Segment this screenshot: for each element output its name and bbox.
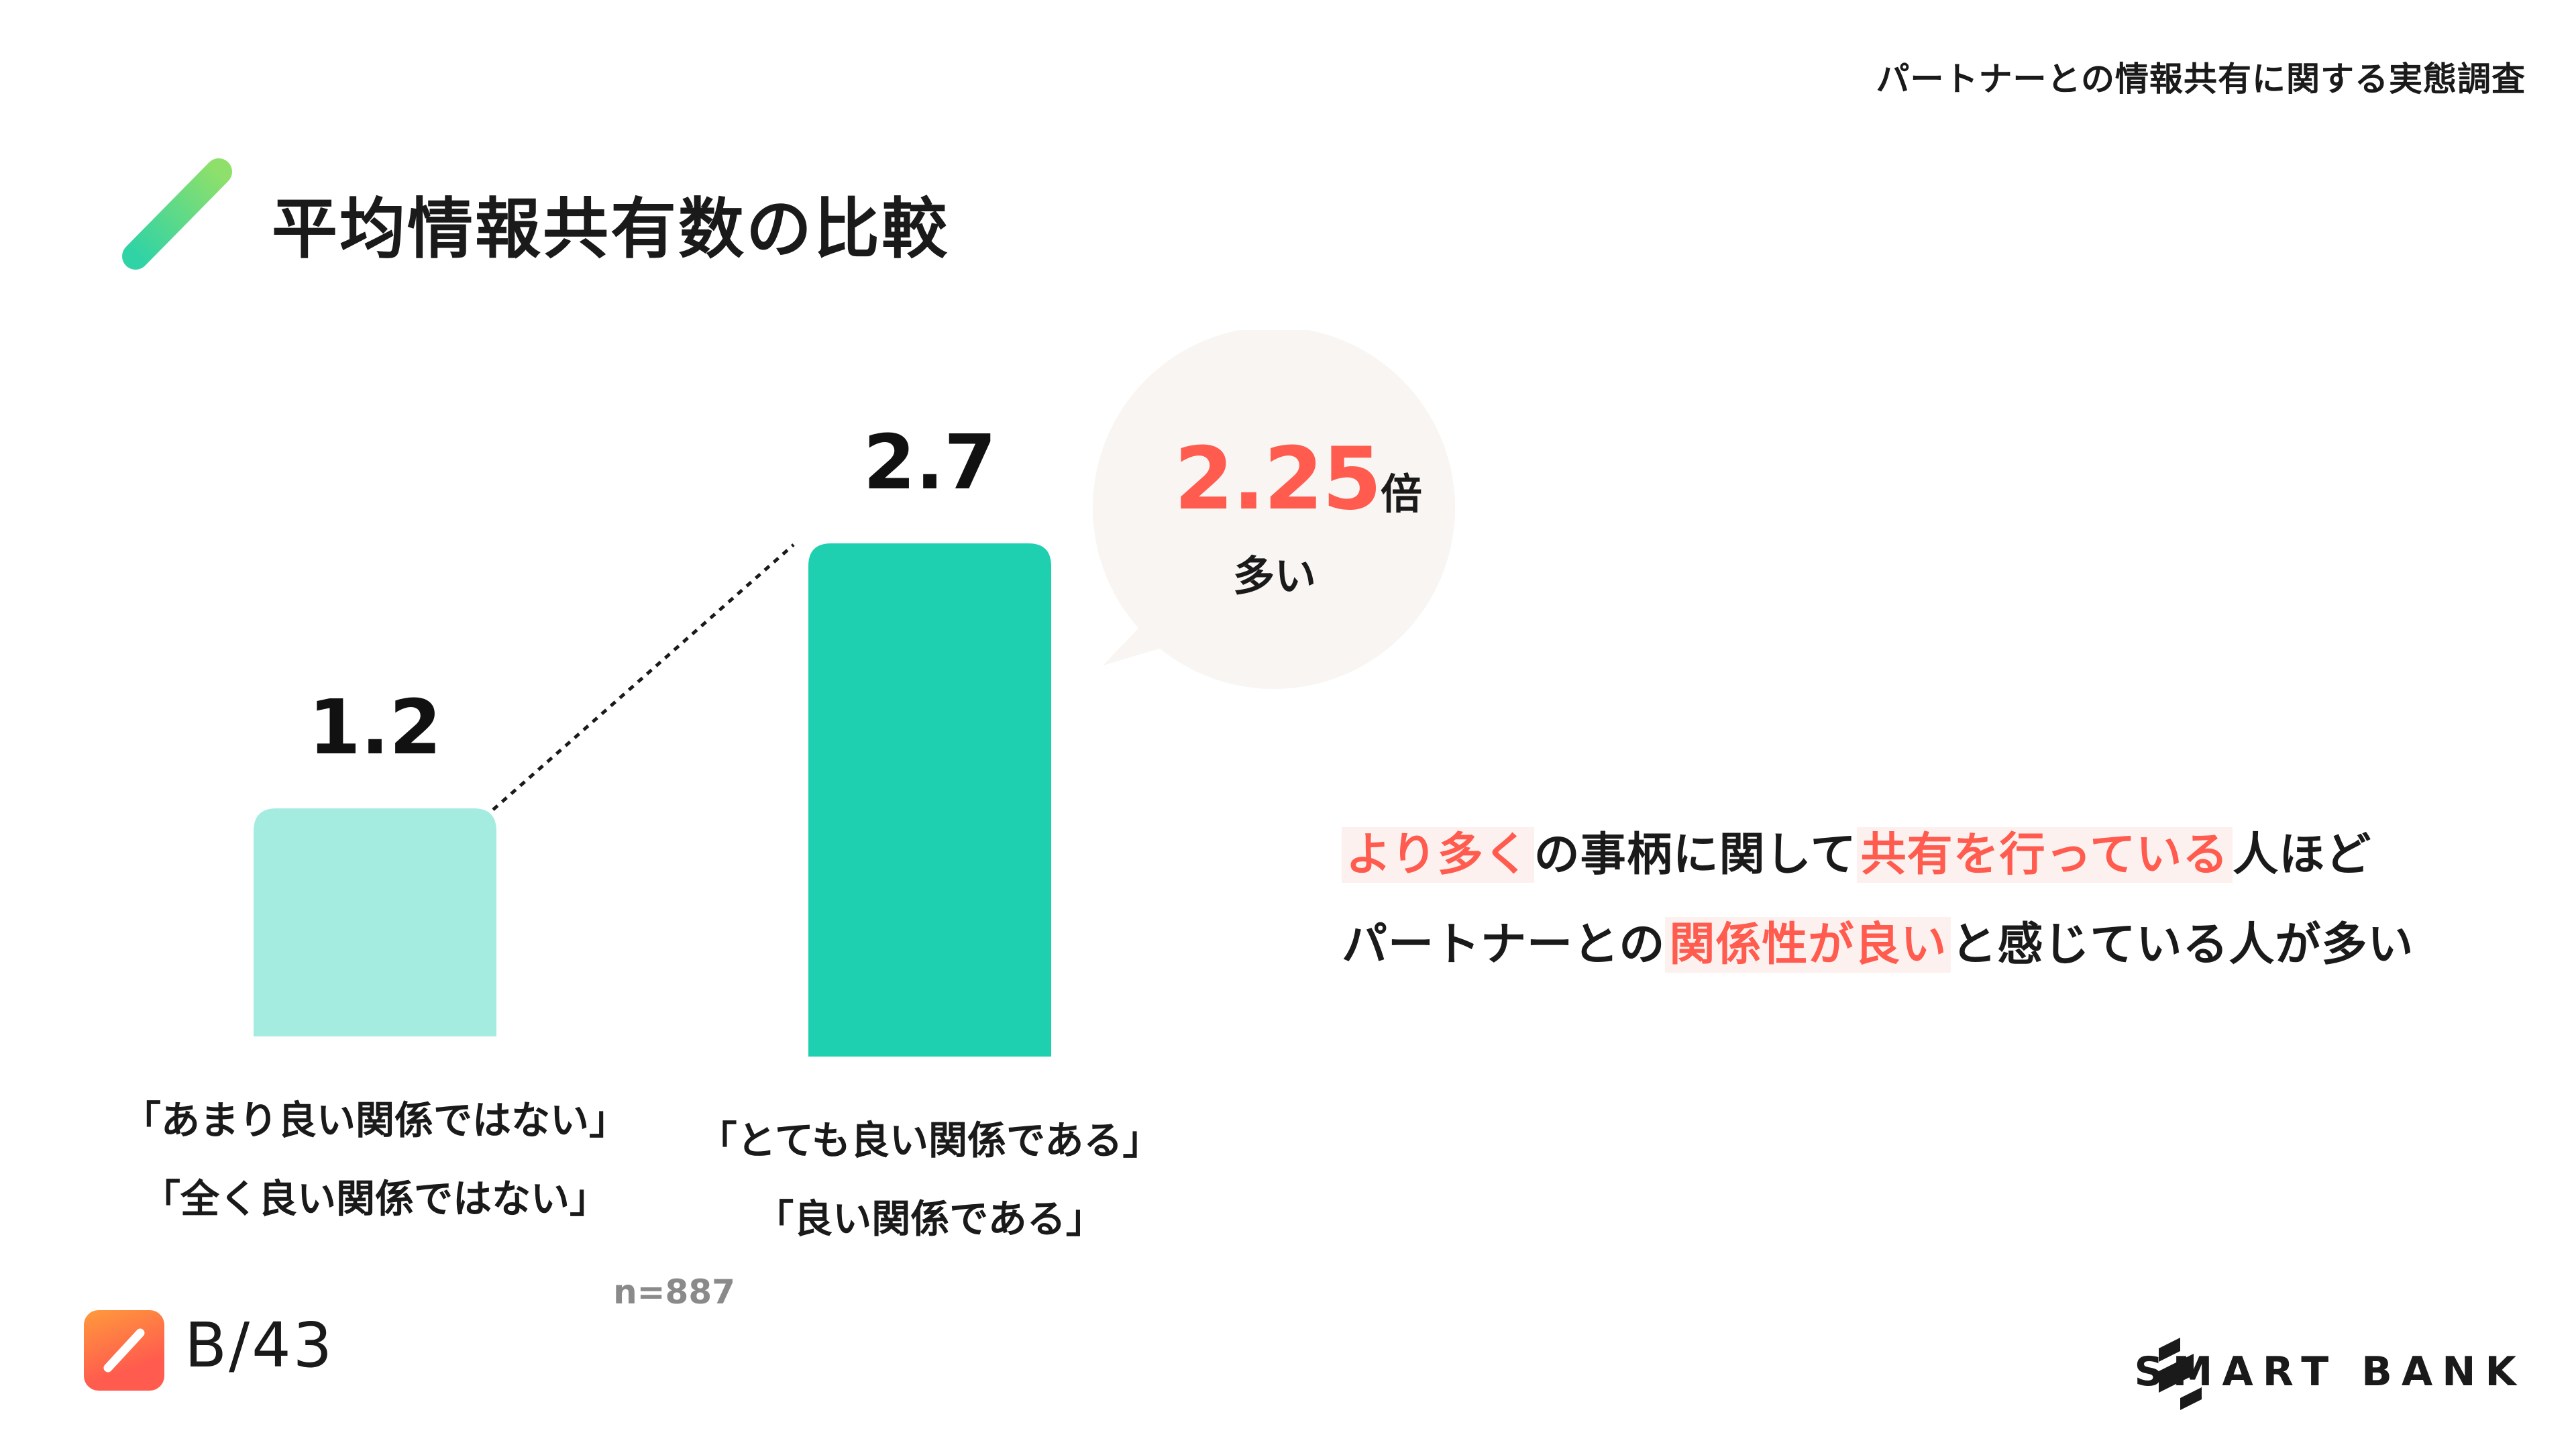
summary-line-1: より多くの事柄に関して共有を行っている人ほど (1342, 817, 2371, 883)
summary-segment: 関係性が良い (1665, 917, 1951, 973)
comparison-connector-line (492, 543, 795, 811)
category-label: 「とても良い関係である」 (698, 1118, 1162, 1163)
ratio-value: 2.25 (1174, 429, 1382, 529)
smartbank-logo-icon (2159, 1338, 2202, 1410)
ratio-text: 多い (1232, 551, 1316, 600)
bar (808, 543, 1051, 1057)
summary-segment: の事柄に関して (1534, 828, 1857, 881)
callout-bubble (1093, 330, 1455, 689)
ratio-callout: 2.25倍 (1140, 429, 1456, 529)
category-label: 「あまり良い関係ではない」 (122, 1097, 628, 1143)
summary-segment: と感じている人が多い (1951, 918, 2414, 971)
summary-segment: 共有を行っている (1856, 827, 2233, 883)
b43-logo-icon (84, 1310, 164, 1391)
survey-title: パートナーとの情報共有に関する実態調査 (1876, 60, 2526, 99)
summary-segment: 人ほど (2233, 828, 2372, 881)
bar-value-label: 2.7 (863, 419, 996, 506)
summary-line-2: パートナーとの関係性が良いと感じている人が多い (1342, 907, 2414, 973)
category-label: 「全く良い関係ではない」 (142, 1176, 608, 1222)
summary-segment: パートナーとの (1342, 918, 1666, 971)
summary-segment: より多く (1342, 827, 1534, 883)
bar-value-label: 1.2 (309, 684, 441, 771)
ratio-unit: 倍 (1380, 470, 1422, 519)
page-count: B/43 (184, 1309, 335, 1381)
page-title: 平均情報共有数の比較 (272, 191, 950, 268)
category-label: 「良い関係である」 (755, 1196, 1104, 1242)
sample-size: n=887 (613, 1273, 735, 1311)
title-accent-icon (122, 158, 232, 270)
bar (254, 808, 496, 1036)
brand-name: SMART BANK (2134, 1348, 2526, 1395)
